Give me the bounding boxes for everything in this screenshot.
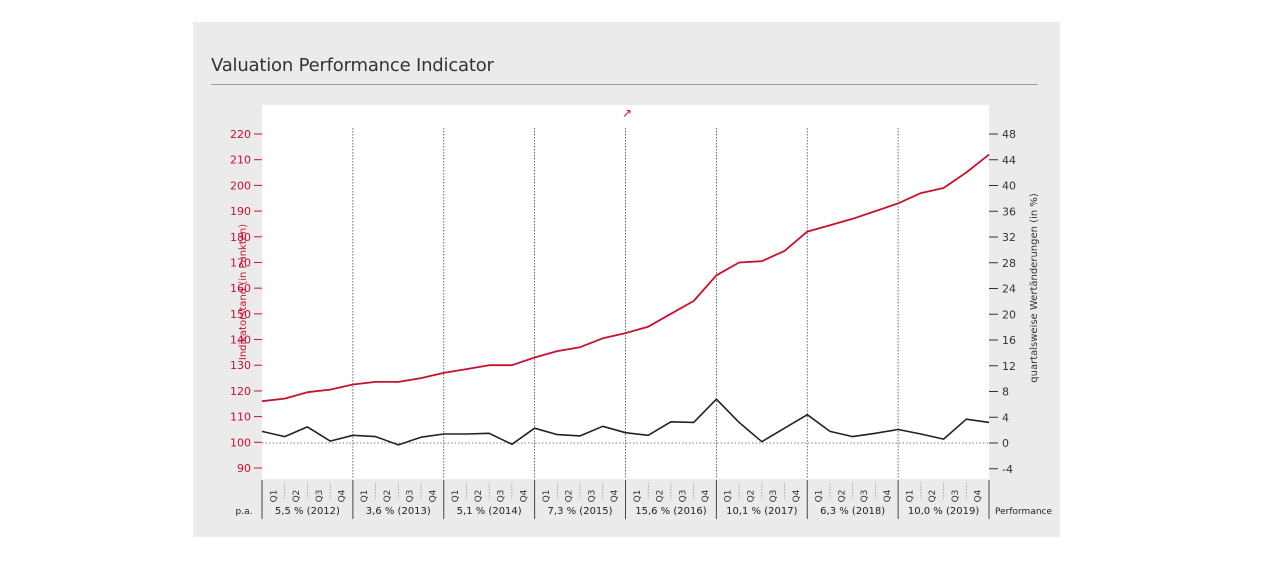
- left-axis-tick-label: 160: [230, 282, 251, 295]
- quarter-label: Q3: [315, 490, 325, 503]
- right-axis-tick-label: 20: [1002, 308, 1016, 321]
- series-line-change: [261, 398, 990, 446]
- quarter-label: Q2: [474, 490, 484, 503]
- left-axis-tick-label: 110: [230, 411, 251, 424]
- quarter-label: Q1: [451, 490, 461, 503]
- left-axis-title: Indikatorstand (in Punkten): [238, 224, 249, 360]
- series-line-index: [261, 153, 990, 403]
- quarter-label: Q3: [860, 490, 870, 503]
- quarter-label: Q3: [406, 490, 416, 503]
- quarter-label: Q4: [338, 489, 348, 502]
- quarter-label: Q1: [724, 490, 734, 503]
- right-axis-tick-label: 40: [1002, 180, 1016, 193]
- quarter-label: Q4: [792, 489, 802, 502]
- right-axis-tick-label: 16: [1002, 334, 1016, 347]
- quarter-label: Q1: [906, 490, 916, 503]
- left-axis-tick-label: 90: [237, 462, 251, 475]
- year-performance-label: 10,1 % (2017): [726, 506, 797, 517]
- quarter-label: Q3: [951, 490, 961, 503]
- title-divider: [211, 84, 1038, 85]
- right-axis-title: quartalsweise Wertänderungen (in %): [1029, 193, 1040, 383]
- left-axis-tick-label: 200: [230, 179, 251, 192]
- quarter-label: Q1: [360, 490, 370, 503]
- left-axis-tick-label: 100: [230, 436, 251, 449]
- left-axis-tick-label: 210: [230, 154, 251, 167]
- pa-label: p.a.: [236, 507, 253, 517]
- arrow-icon: ↗: [622, 106, 632, 120]
- quarter-label: Q3: [497, 490, 507, 503]
- quarter-label: Q3: [678, 490, 688, 503]
- quarter-label: Q2: [747, 490, 757, 503]
- quarter-label: Q1: [269, 490, 279, 503]
- quarter-label: Q4: [519, 489, 529, 502]
- year-performance-label: 15,6 % (2016): [635, 506, 706, 517]
- right-axis-tick-label: 0: [1002, 437, 1009, 450]
- left-axis-tick-label: 170: [230, 256, 251, 269]
- quarter-label: Q4: [610, 489, 620, 502]
- right-axis-tick-label: 36: [1002, 205, 1016, 218]
- quarter-label: Q2: [928, 490, 938, 503]
- quarter-label: Q1: [633, 490, 643, 503]
- year-performance-label: 7,3 % (2015): [548, 506, 613, 517]
- right-axis-tick-label: 24: [1002, 283, 1016, 296]
- year-performance-label: 6,3 % (2018): [820, 506, 885, 517]
- left-axis-tick-label: 140: [230, 334, 251, 347]
- performance-label: Performance: [995, 507, 1052, 517]
- right-axis-tick-label: -4: [1002, 463, 1013, 476]
- quarter-label: Q2: [837, 490, 847, 503]
- year-performance-label: 3,6 % (2013): [366, 506, 431, 517]
- left-axis-tick-label: 120: [230, 385, 251, 398]
- quarter-label: Q2: [565, 490, 575, 503]
- quarter-label: Q4: [701, 489, 711, 502]
- quarter-label: Q3: [769, 490, 779, 503]
- year-performance-label: 5,1 % (2014): [457, 506, 522, 517]
- left-axis-tick-label: 220: [230, 128, 251, 141]
- quarter-label: Q1: [542, 490, 552, 503]
- right-axis-tick-label: 48: [1002, 128, 1016, 141]
- right-axis-tick-label: 4: [1002, 411, 1009, 424]
- left-axis-tick-label: 190: [230, 205, 251, 218]
- right-axis-tick-label: 44: [1002, 154, 1016, 167]
- quarter-label: Q2: [656, 490, 666, 503]
- quarter-label: Q3: [587, 490, 597, 503]
- quarter-label: Q2: [292, 490, 302, 503]
- quarter-label: Q2: [383, 490, 393, 503]
- quarter-label: Q4: [883, 489, 893, 502]
- left-axis-tick-label: 150: [230, 308, 251, 321]
- right-axis-tick-label: 28: [1002, 257, 1016, 270]
- quarter-label: Q4: [974, 489, 984, 502]
- page-title: Valuation Performance Indicator: [211, 55, 494, 76]
- right-axis-tick-label: 12: [1002, 360, 1016, 373]
- right-axis-tick-label: 32: [1002, 231, 1016, 244]
- left-axis-tick-label: 130: [230, 359, 251, 372]
- right-axis-tick-label: 8: [1002, 386, 1009, 399]
- quarter-label: Q1: [815, 490, 825, 503]
- year-performance-label: 5,5 % (2012): [275, 506, 340, 517]
- year-performance-label: 10,0 % (2019): [908, 506, 979, 517]
- left-axis-tick-label: 180: [230, 231, 251, 244]
- quarter-label: Q4: [428, 489, 438, 502]
